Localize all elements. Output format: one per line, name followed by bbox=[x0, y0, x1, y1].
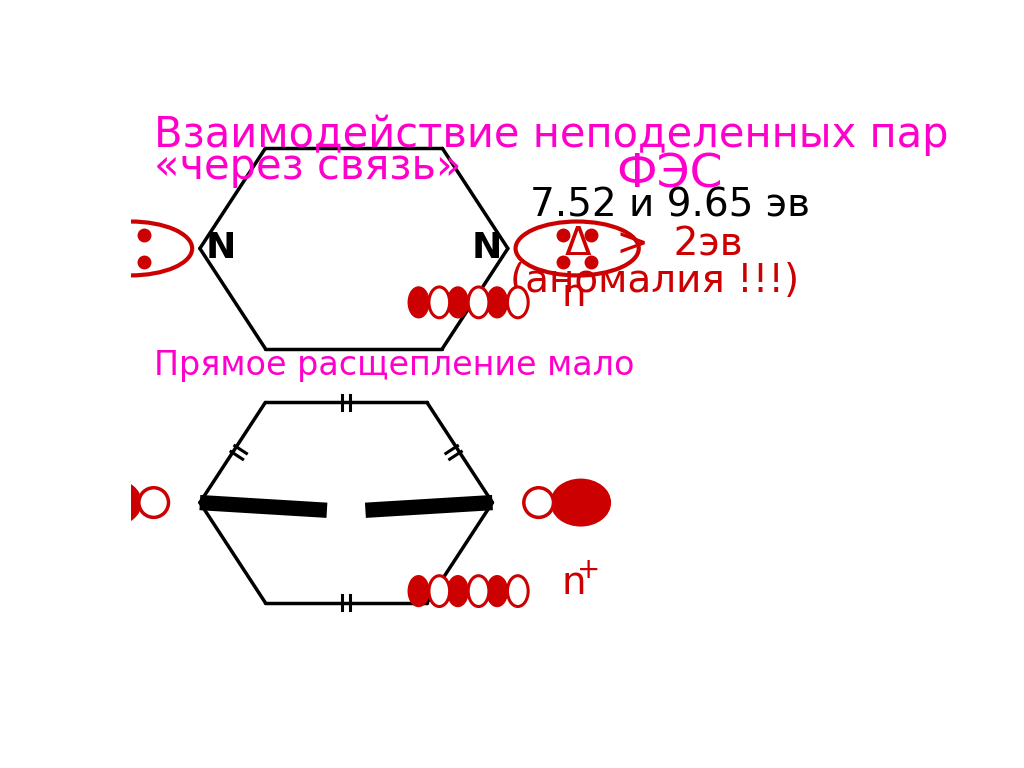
Ellipse shape bbox=[429, 576, 450, 607]
Ellipse shape bbox=[409, 576, 429, 607]
Text: Взаимодействие неподеленных пар: Взаимодействие неподеленных пар bbox=[154, 114, 948, 156]
Ellipse shape bbox=[447, 576, 468, 607]
Text: N: N bbox=[206, 231, 237, 266]
Ellipse shape bbox=[486, 576, 508, 607]
Text: Δ  >  2эв: Δ > 2эв bbox=[565, 225, 743, 263]
Ellipse shape bbox=[551, 479, 610, 526]
Ellipse shape bbox=[486, 287, 508, 318]
Ellipse shape bbox=[508, 576, 528, 607]
Ellipse shape bbox=[468, 576, 488, 607]
Text: +: + bbox=[578, 555, 600, 584]
Ellipse shape bbox=[429, 287, 450, 318]
Text: ФЭС: ФЭС bbox=[616, 152, 723, 197]
Ellipse shape bbox=[82, 479, 141, 526]
Text: (аномалия !!!): (аномалия !!!) bbox=[510, 262, 799, 300]
Ellipse shape bbox=[409, 287, 429, 318]
Ellipse shape bbox=[447, 287, 468, 318]
Text: N: N bbox=[471, 231, 502, 266]
Text: Прямое расщепление мало: Прямое расщепление мало bbox=[154, 349, 634, 382]
Ellipse shape bbox=[524, 488, 553, 518]
Text: n: n bbox=[562, 276, 587, 313]
Text: n: n bbox=[562, 564, 587, 602]
Text: ⁻: ⁻ bbox=[578, 269, 592, 297]
Ellipse shape bbox=[139, 488, 169, 518]
Ellipse shape bbox=[468, 287, 488, 318]
Ellipse shape bbox=[508, 287, 528, 318]
Text: «через связь»: «через связь» bbox=[154, 146, 461, 188]
Text: 7.52 и 9.65 эв: 7.52 и 9.65 эв bbox=[529, 187, 810, 225]
